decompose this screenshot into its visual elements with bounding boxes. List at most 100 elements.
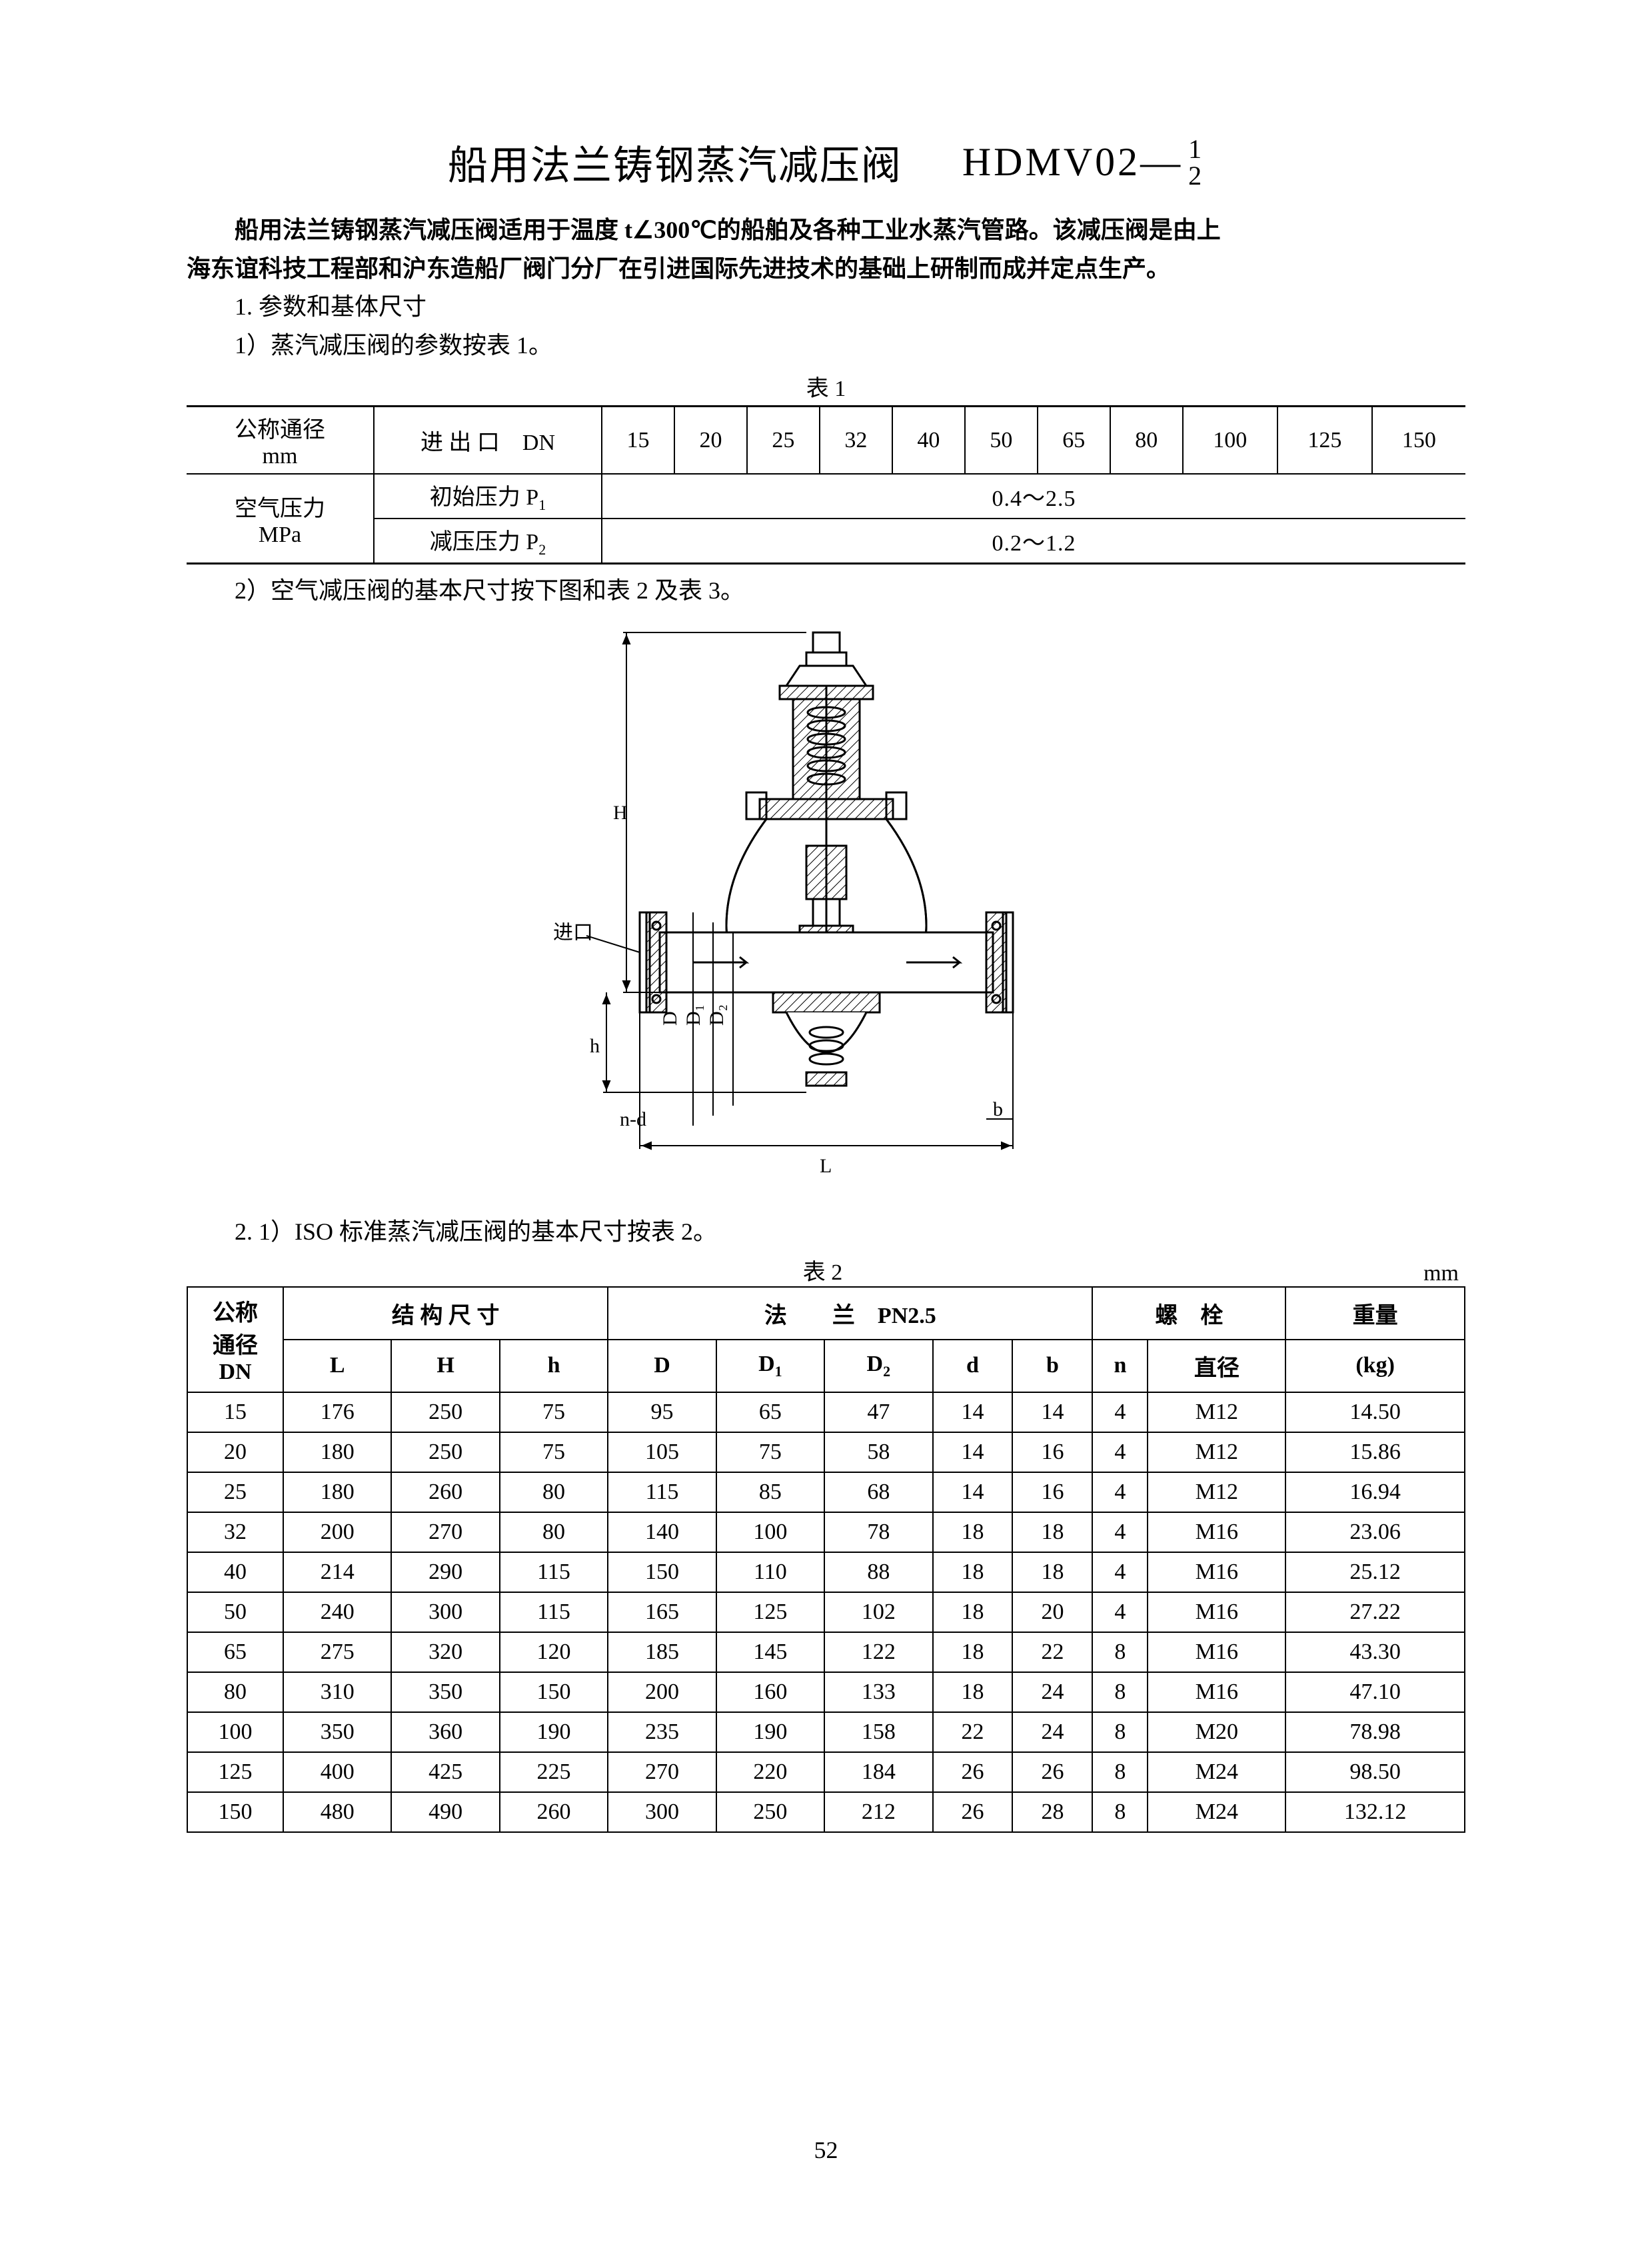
- table-cell: 4: [1092, 1592, 1148, 1632]
- table-cell: 14: [933, 1432, 1013, 1472]
- table-cell: 145: [716, 1632, 824, 1672]
- table-cell: 65: [716, 1392, 824, 1432]
- table-cell: 8: [1092, 1792, 1148, 1832]
- table-cell: 235: [608, 1712, 716, 1752]
- table-cell: 270: [391, 1512, 499, 1552]
- table-cell: 200: [283, 1512, 391, 1552]
- table-cell: 300: [391, 1592, 499, 1632]
- table-cell: 115: [608, 1472, 716, 1512]
- table-cell: 78: [824, 1512, 932, 1552]
- note-2: 2）空气减压阀的基本尺寸按下图和表 2 及表 3。: [187, 571, 1465, 606]
- table-cell: 133: [824, 1672, 932, 1712]
- t1-dn: 80: [1110, 407, 1183, 475]
- diagram-wrap: 进口 H h L b D D₁ D₂ n-d: [187, 619, 1465, 1199]
- table-cell: 43.30: [1285, 1632, 1465, 1672]
- diagram-inlet-label: 进口: [553, 922, 593, 944]
- t1-row2-label: 减压压力 P: [430, 530, 538, 555]
- t1-row1-value: 0.4～2.5: [602, 474, 1465, 519]
- table-cell: 16: [1012, 1432, 1092, 1472]
- table-cell: 165: [608, 1592, 716, 1632]
- table-cell: M16: [1148, 1672, 1285, 1712]
- table-cell: 176: [283, 1392, 391, 1432]
- t2-dia: 直径: [1148, 1340, 1285, 1392]
- t2-H: H: [391, 1340, 499, 1392]
- table-cell: 8: [1092, 1672, 1148, 1712]
- table-cell: 18: [933, 1592, 1013, 1632]
- table-cell: 47.10: [1285, 1672, 1465, 1712]
- table-cell: 15: [187, 1392, 283, 1432]
- table-cell: 184: [824, 1752, 932, 1792]
- table-row: 6527532012018514512218228M1643.30: [187, 1632, 1465, 1672]
- t1-dn: 32: [820, 407, 892, 475]
- table-cell: 98.50: [1285, 1752, 1465, 1792]
- table-2-caption-row: 表 2 mm: [187, 1254, 1465, 1286]
- table-cell: 160: [716, 1672, 824, 1712]
- table-row: 减压压力 P2 0.2～1.2: [187, 519, 1465, 563]
- table-cell: 290: [391, 1552, 499, 1592]
- table-cell: 200: [608, 1672, 716, 1712]
- t2-h: h: [500, 1340, 608, 1392]
- table-cell: 125: [187, 1752, 283, 1792]
- t2-g1: 结 构 尺 寸: [283, 1287, 608, 1340]
- table-cell: 125: [716, 1592, 824, 1632]
- t1-dn: 25: [747, 407, 820, 475]
- table-row: L H h D D1 D2 d b n 直径 (kg): [187, 1340, 1465, 1392]
- t1-dn: 15: [602, 407, 674, 475]
- table-1: 公称通径 mm 进 出 口 DN 15 20 25 32 40 50 65 80…: [187, 405, 1465, 564]
- table-row: 32200270801401007818184M1623.06: [187, 1512, 1465, 1552]
- table-cell: 15.86: [1285, 1432, 1465, 1472]
- t2-b: b: [1012, 1340, 1092, 1392]
- table-cell: M16: [1148, 1552, 1285, 1592]
- t1-row1-sub: 1: [538, 497, 546, 513]
- table-cell: 78.98: [1285, 1712, 1465, 1752]
- diagram-dim-nd: n-d: [620, 1108, 646, 1130]
- table-cell: 18: [1012, 1512, 1092, 1552]
- table-1-caption: 表 1: [187, 370, 1465, 403]
- t2-g3: 螺 栓: [1092, 1287, 1285, 1340]
- table-cell: 120: [500, 1632, 608, 1672]
- table-cell: 158: [824, 1712, 932, 1752]
- table-cell: 16: [1012, 1472, 1092, 1512]
- table-cell: 8: [1092, 1712, 1148, 1752]
- table-cell: M16: [1148, 1512, 1285, 1552]
- table-cell: 18: [933, 1632, 1013, 1672]
- table-row: 8031035015020016013318248M1647.10: [187, 1672, 1465, 1712]
- table-cell: 190: [500, 1712, 608, 1752]
- table-row: 15048049026030025021226288M24132.12: [187, 1792, 1465, 1832]
- table-cell: 100: [716, 1512, 824, 1552]
- table-cell: 75: [500, 1432, 608, 1472]
- table-cell: 27.22: [1285, 1592, 1465, 1632]
- table-cell: M12: [1148, 1392, 1285, 1432]
- table-cell: 122: [824, 1632, 932, 1672]
- t2-c1a: 公称: [192, 1294, 279, 1327]
- table-cell: 25.12: [1285, 1552, 1465, 1592]
- t1-dn: 40: [892, 407, 965, 475]
- table-cell: 4: [1092, 1392, 1148, 1432]
- table-cell: 115: [500, 1552, 608, 1592]
- t1-dn: 100: [1183, 407, 1277, 475]
- section-2-1: 2. 1）ISO 标准蒸汽减压阀的基本尺寸按表 2。: [187, 1212, 1465, 1247]
- frac-top: 1: [1188, 136, 1204, 163]
- table-cell: 140: [608, 1512, 716, 1552]
- valve-diagram: 进口 H h L b D D₁ D₂ n-d: [526, 619, 1126, 1199]
- t2-D2s: 2: [883, 1363, 890, 1380]
- table-cell: 22: [933, 1712, 1013, 1752]
- table-cell: 14: [1012, 1392, 1092, 1432]
- table-cell: 350: [391, 1672, 499, 1712]
- t1-dn: 65: [1038, 407, 1110, 475]
- diagram-dim-H: H: [613, 802, 628, 824]
- table-cell: 80: [500, 1512, 608, 1552]
- table-cell: 16.94: [1285, 1472, 1465, 1512]
- table-cell: 8: [1092, 1752, 1148, 1792]
- table-cell: 4: [1092, 1472, 1148, 1512]
- title-chinese: 船用法兰铸钢蒸汽减压阀: [448, 133, 902, 191]
- table-row: 10035036019023519015822248M2078.98: [187, 1712, 1465, 1752]
- table-cell: 85: [716, 1472, 824, 1512]
- t2-n: n: [1092, 1340, 1148, 1392]
- t1-row2-sub: 2: [538, 541, 546, 558]
- t1-dn: 50: [965, 407, 1038, 475]
- table-row: 公称 通径 DN 结 构 尺 寸 法 兰 PN2.5 螺 栓 重量: [187, 1287, 1465, 1340]
- table-cell: 270: [608, 1752, 716, 1792]
- t2-L: L: [283, 1340, 391, 1392]
- title-fraction: 1 2: [1188, 136, 1204, 189]
